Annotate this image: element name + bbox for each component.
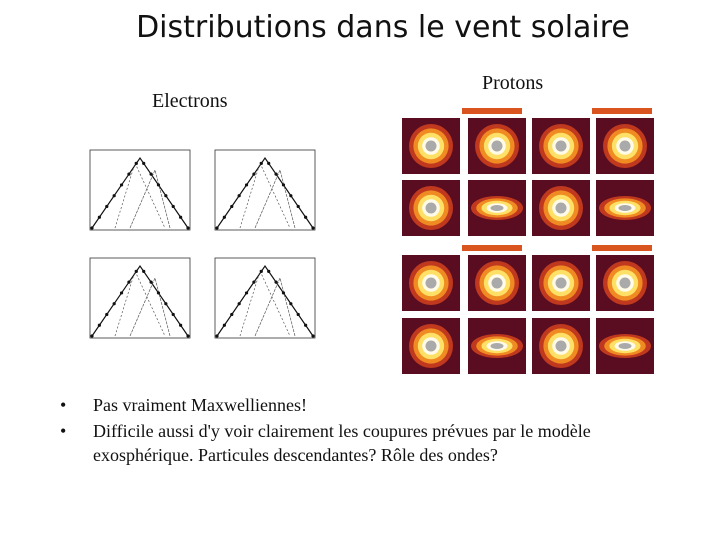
heat-core: [555, 277, 567, 289]
plot-curve: [91, 264, 189, 337]
plot-point: [281, 291, 286, 295]
plot-point: [252, 172, 256, 176]
colorbar: [592, 245, 652, 251]
protons-label: Protons: [482, 72, 544, 94]
plot-point: [267, 269, 271, 273]
heat-core: [555, 140, 567, 152]
plot-point: [304, 323, 308, 327]
plot-point: [179, 215, 183, 219]
plot-point: [222, 215, 226, 219]
plot-point: [164, 302, 168, 306]
heat-core: [618, 343, 632, 349]
plot-point: [119, 291, 124, 295]
plot-point: [134, 161, 138, 165]
heat-core: [425, 277, 437, 289]
plot-point: [289, 194, 293, 198]
plot-curve: [254, 168, 296, 229]
plot-frame: [214, 257, 316, 339]
plot-point: [289, 302, 293, 306]
plot-point: [112, 194, 116, 198]
colorbar: [592, 108, 652, 114]
plot-point: [222, 323, 226, 327]
plot-point: [105, 204, 109, 209]
plot-point: [127, 172, 131, 176]
plot-curve: [254, 276, 296, 337]
plot-point: [230, 204, 234, 209]
plot-frame: [214, 149, 316, 231]
plot-point: [267, 161, 271, 165]
plot-point: [156, 291, 161, 295]
plot-point: [237, 194, 241, 198]
heat-core: [490, 343, 504, 349]
heat-core: [490, 205, 504, 211]
plot-point: [127, 280, 131, 284]
bullet-list: Pas vraiment Maxwelliennes! Difficile au…: [55, 393, 665, 469]
heat-core: [491, 140, 503, 152]
slide-title: Distributions dans le vent solaire: [136, 10, 630, 45]
colorbar: [462, 108, 522, 114]
plot-point: [156, 183, 161, 187]
heat-core: [555, 202, 567, 214]
heat-core: [619, 277, 631, 289]
plot-point: [105, 312, 109, 317]
plot-point: [274, 172, 278, 176]
bullet: Pas vraiment Maxwelliennes!: [55, 393, 665, 417]
bullet: Difficile aussi d'y voir clairement les …: [55, 419, 665, 467]
plot-point: [171, 204, 175, 209]
plot-point: [186, 334, 190, 338]
plot-point: [259, 269, 263, 273]
plot-curve: [216, 156, 314, 229]
plot-point: [179, 323, 183, 327]
plot-point: [244, 183, 249, 187]
plot-curve: [129, 276, 171, 337]
plot-point: [119, 183, 124, 187]
plot-point: [296, 312, 300, 317]
plot-point: [97, 215, 101, 219]
plot-point: [237, 302, 241, 306]
plot-point: [97, 323, 101, 327]
plot-point: [304, 215, 308, 219]
plot-point: [164, 194, 168, 198]
plot-frame: [89, 257, 191, 339]
plot-point: [259, 161, 263, 165]
plot-point: [142, 269, 146, 273]
plot-frame: [89, 149, 191, 231]
plot-curve: [216, 264, 314, 337]
heat-core: [491, 277, 503, 289]
plot-point: [244, 291, 249, 295]
plot-curve: [129, 168, 171, 229]
plot-point: [112, 302, 116, 306]
colorbar: [462, 245, 522, 251]
electrons-label: Electrons: [152, 90, 228, 112]
plot-point: [186, 226, 190, 230]
plot-point: [171, 312, 175, 317]
plot-point: [142, 161, 146, 165]
plot-point: [230, 312, 234, 317]
plot-point: [149, 172, 153, 176]
heat-core: [425, 202, 437, 214]
plot-curve: [91, 156, 189, 229]
plot-point: [149, 280, 153, 284]
heat-core: [618, 205, 632, 211]
plot-point: [311, 334, 315, 338]
plot-point: [311, 226, 315, 230]
heat-core: [425, 140, 437, 152]
plot-point: [90, 226, 94, 230]
plot-point: [296, 204, 300, 209]
plot-point: [134, 269, 138, 273]
heat-core: [555, 340, 567, 352]
plot-point: [215, 226, 219, 230]
plot-point: [215, 334, 219, 338]
plot-point: [274, 280, 278, 284]
plot-point: [90, 334, 94, 338]
plot-point: [252, 280, 256, 284]
plot-point: [281, 183, 286, 187]
heat-core: [425, 340, 437, 352]
heat-core: [619, 140, 631, 152]
